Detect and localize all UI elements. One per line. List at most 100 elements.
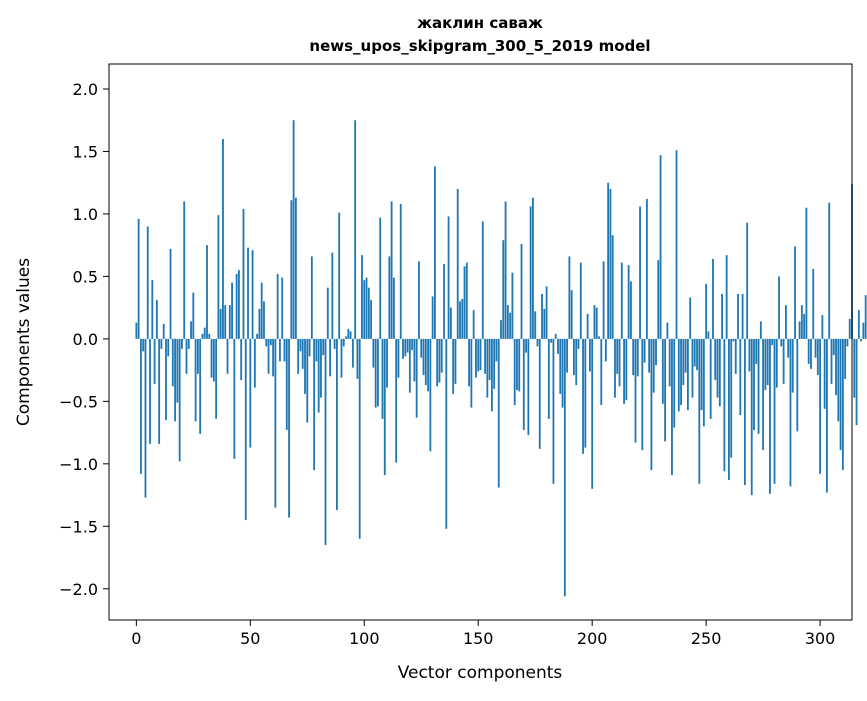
bar	[782, 338, 785, 384]
bar	[769, 338, 771, 494]
bar	[837, 338, 840, 422]
bar	[832, 338, 835, 356]
bar	[520, 243, 523, 339]
bar	[753, 338, 755, 431]
bar	[324, 338, 327, 546]
bar	[557, 338, 559, 354]
bar	[413, 338, 416, 382]
bar	[518, 338, 521, 392]
bar	[657, 260, 660, 339]
bar	[256, 333, 259, 339]
bar	[661, 338, 664, 404]
bar	[459, 301, 461, 339]
bar	[641, 338, 644, 451]
bar	[449, 307, 452, 339]
x-tick-label: 0	[131, 629, 141, 648]
bar	[383, 338, 386, 476]
bar	[716, 338, 719, 398]
bar	[525, 338, 527, 353]
bar	[634, 338, 637, 443]
bar	[746, 222, 749, 339]
bar	[798, 321, 801, 339]
bar	[297, 338, 300, 374]
bar	[212, 338, 215, 382]
bar	[333, 338, 336, 349]
bar	[648, 338, 651, 373]
bar	[691, 338, 694, 398]
bar	[750, 338, 753, 496]
bar	[331, 252, 334, 339]
bar	[208, 333, 211, 339]
bar	[513, 338, 516, 406]
chart-title-line-1: жаклин саваж	[417, 14, 543, 32]
bar	[573, 338, 575, 376]
bar	[734, 338, 737, 374]
bar	[381, 338, 384, 419]
bar	[773, 338, 776, 484]
bar	[846, 338, 849, 347]
bar	[447, 216, 450, 339]
bar	[673, 338, 676, 428]
bar	[775, 338, 778, 388]
bar	[655, 338, 657, 366]
y-tick-label: −0.5	[59, 392, 98, 411]
x-tick-label: 150	[463, 629, 494, 648]
bar	[547, 338, 550, 419]
bar	[810, 338, 812, 369]
x-tick-label: 50	[240, 629, 260, 648]
bar	[702, 338, 705, 427]
bar	[445, 338, 448, 529]
bar	[294, 197, 297, 339]
bar	[677, 338, 680, 412]
bar	[755, 338, 758, 364]
bar	[819, 338, 821, 474]
bar	[625, 338, 628, 401]
bar	[848, 318, 851, 339]
bar	[759, 321, 762, 339]
bar	[598, 336, 600, 339]
bar	[554, 333, 557, 339]
bar	[618, 338, 621, 387]
bar	[452, 338, 455, 394]
bar	[176, 338, 179, 403]
bar	[470, 338, 473, 408]
y-tick-label: 2.0	[73, 80, 98, 99]
bar	[709, 338, 712, 419]
bar	[600, 338, 603, 406]
bar	[495, 338, 498, 362]
bar	[269, 338, 272, 346]
bar	[274, 338, 277, 508]
bar	[853, 338, 856, 398]
bar	[443, 263, 445, 339]
bar	[329, 338, 331, 377]
bar	[486, 338, 489, 398]
bar	[490, 338, 493, 412]
bar	[627, 265, 630, 339]
bar	[201, 333, 204, 339]
bar	[224, 305, 227, 339]
bar	[841, 338, 844, 471]
bar	[784, 305, 787, 339]
bar	[830, 338, 833, 384]
bar	[609, 188, 612, 339]
bar	[493, 338, 496, 389]
bar	[429, 338, 432, 452]
bar	[789, 338, 792, 487]
bar	[604, 338, 607, 362]
bar	[370, 300, 373, 339]
bar	[593, 305, 596, 339]
bar	[454, 338, 457, 384]
bar	[290, 200, 293, 339]
y-tick-label: 0.5	[73, 267, 98, 286]
bar	[714, 338, 717, 381]
bar	[682, 338, 685, 386]
bar	[570, 290, 573, 339]
bar	[199, 338, 202, 434]
bar	[238, 270, 240, 339]
bar	[465, 262, 468, 339]
bar	[406, 338, 409, 353]
bar	[272, 338, 275, 377]
bar	[705, 283, 708, 339]
bar	[732, 338, 735, 342]
